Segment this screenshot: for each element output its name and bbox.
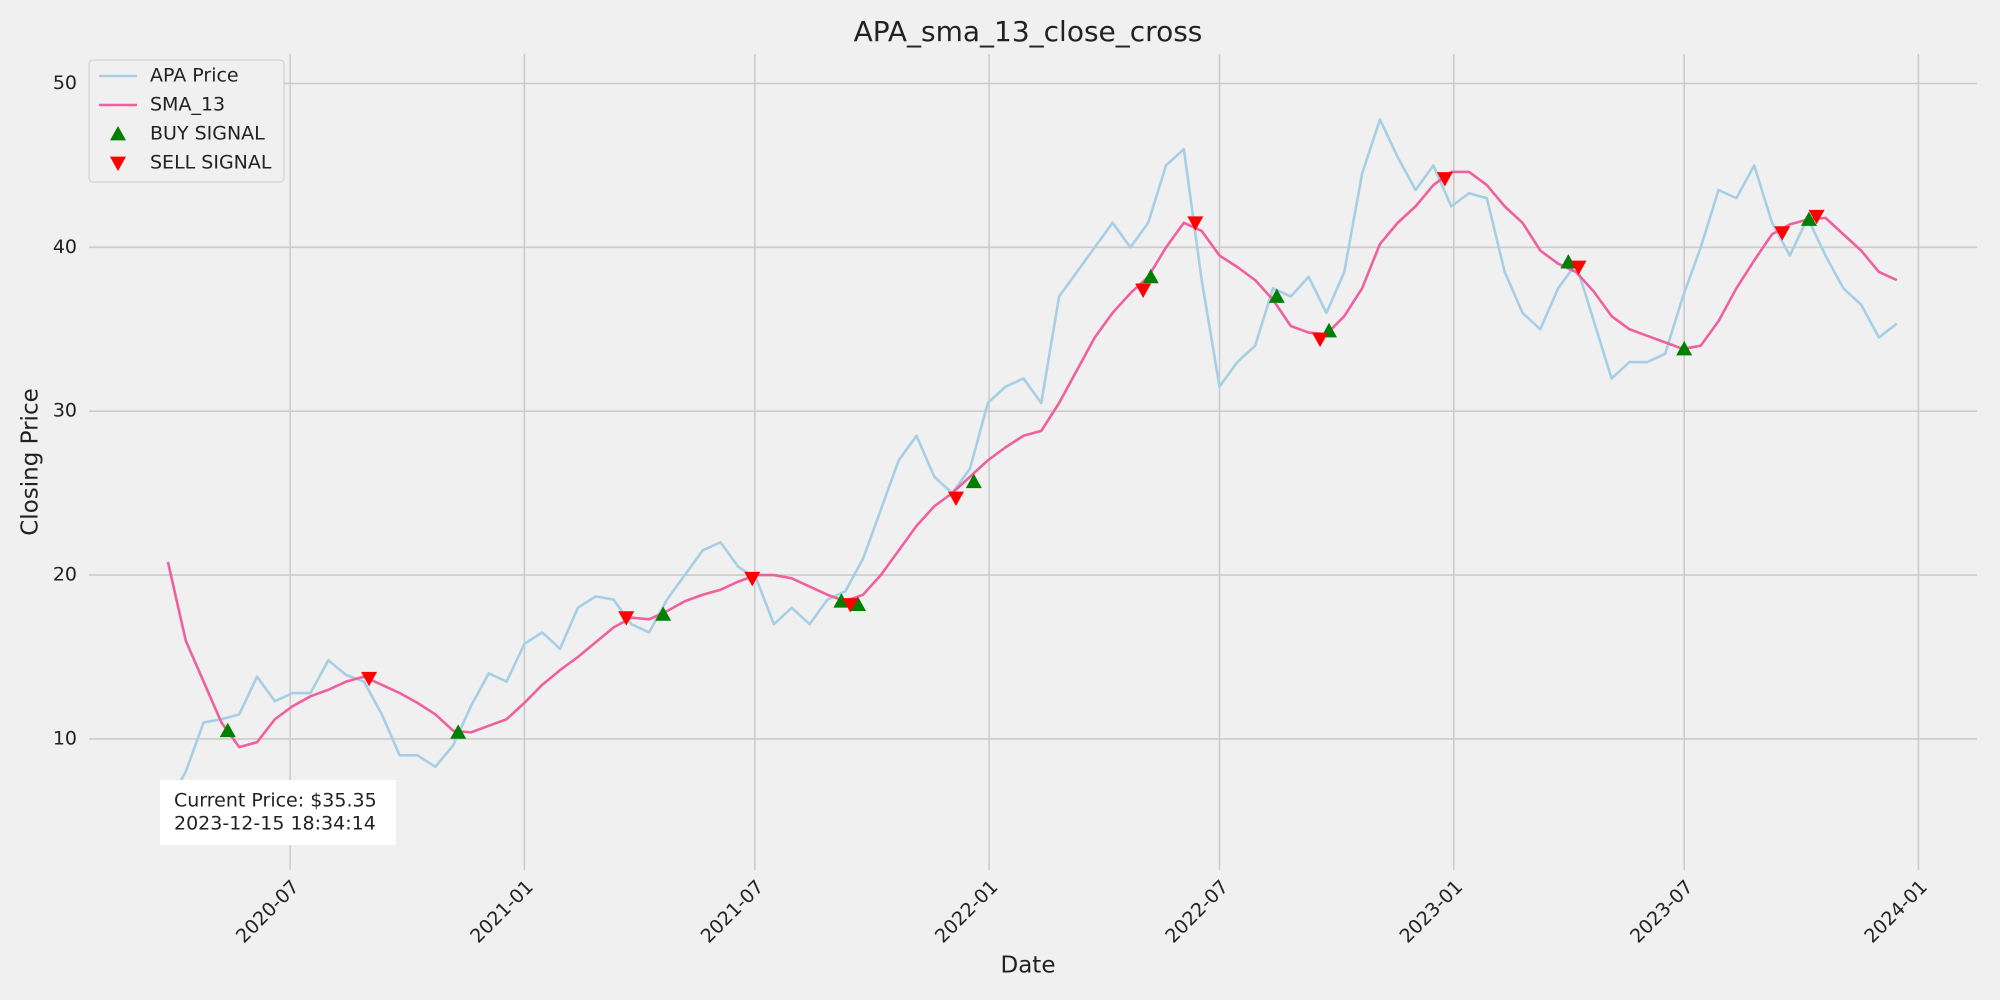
annotation-text: Current Price: $35.35 xyxy=(174,790,377,812)
legend: APA Price SMA_13 BUY SIGNAL SELL SIGNAL xyxy=(88,59,285,183)
signal-marker xyxy=(1436,172,1453,187)
signal-marker xyxy=(1187,216,1204,231)
signal-marker xyxy=(842,598,859,613)
legend-label: APA Price xyxy=(150,65,239,87)
signal-marker xyxy=(450,724,467,739)
signal-marker xyxy=(744,571,761,587)
chart-title: APA_sma_13_close_cross xyxy=(854,15,1203,48)
signal-marker xyxy=(1774,226,1791,241)
signal-marker xyxy=(947,491,964,507)
signal-marker xyxy=(361,671,378,687)
signal-marker xyxy=(1142,268,1159,284)
annotation-box xyxy=(160,780,396,845)
signal-marker xyxy=(1570,260,1587,276)
signal-marker xyxy=(1135,283,1152,298)
line-series xyxy=(166,118,1898,806)
legend-swatch xyxy=(110,156,126,171)
signal-marker xyxy=(1676,340,1693,356)
y-tick-label: 40 xyxy=(53,236,77,258)
y-tick-label: 20 xyxy=(53,564,77,586)
signal-marker xyxy=(833,593,850,608)
legend-swatch xyxy=(110,126,126,141)
y-tick-label: 30 xyxy=(53,400,77,422)
signal-marker xyxy=(618,611,635,626)
signal-marker xyxy=(1808,209,1825,225)
y-tick-label: 10 xyxy=(53,727,77,749)
plot-area xyxy=(166,118,1898,806)
signal-marker xyxy=(965,473,982,489)
legend-label: BUY SIGNAL xyxy=(150,123,265,145)
y-tick-label: 50 xyxy=(53,72,77,94)
y-axis-label: Closing Price xyxy=(18,388,44,536)
x-axis-label: Date xyxy=(1001,953,1056,979)
grid xyxy=(89,54,1977,870)
signal-marker xyxy=(1560,254,1577,269)
legend-label: SMA_13 xyxy=(150,94,225,116)
signal-marker xyxy=(1800,211,1817,226)
signal-marker xyxy=(849,596,866,611)
signal-marker xyxy=(655,606,672,621)
legend-box xyxy=(88,59,285,183)
annotation-text: 2023-12-15 18:34:14 xyxy=(174,813,376,835)
signal-marker xyxy=(1312,332,1329,348)
signal-marker xyxy=(219,722,236,738)
signal-marker xyxy=(1268,288,1285,303)
legend-label: SELL SIGNAL xyxy=(150,152,272,174)
